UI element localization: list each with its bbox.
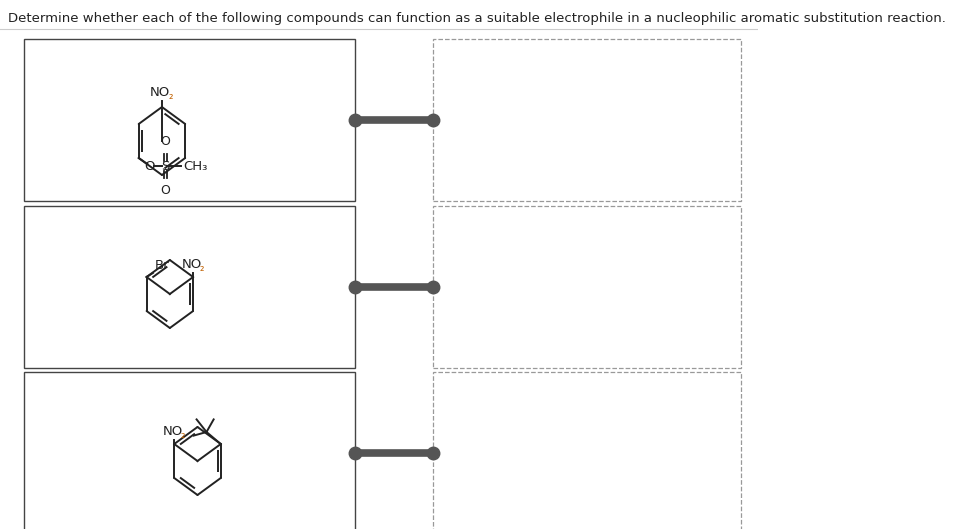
Text: Br: Br xyxy=(155,259,169,272)
Text: CH₃: CH₃ xyxy=(183,160,207,172)
Bar xyxy=(433,39,741,201)
Text: Determine whether each of the following compounds can function as a suitable ele: Determine whether each of the following … xyxy=(8,12,946,25)
Text: S: S xyxy=(161,160,170,172)
Text: O: O xyxy=(160,184,171,197)
Bar xyxy=(433,206,741,368)
Bar xyxy=(433,372,741,529)
Bar xyxy=(24,39,355,201)
Text: ₂: ₂ xyxy=(168,91,173,101)
Text: NO: NO xyxy=(162,425,182,438)
Text: O: O xyxy=(160,135,171,148)
Text: ₂: ₂ xyxy=(200,263,204,273)
Text: O: O xyxy=(145,160,155,172)
Text: ₂: ₂ xyxy=(180,430,185,440)
Text: NO: NO xyxy=(150,86,171,99)
Bar xyxy=(24,206,355,368)
Bar xyxy=(24,372,355,529)
Text: NO: NO xyxy=(181,258,202,271)
